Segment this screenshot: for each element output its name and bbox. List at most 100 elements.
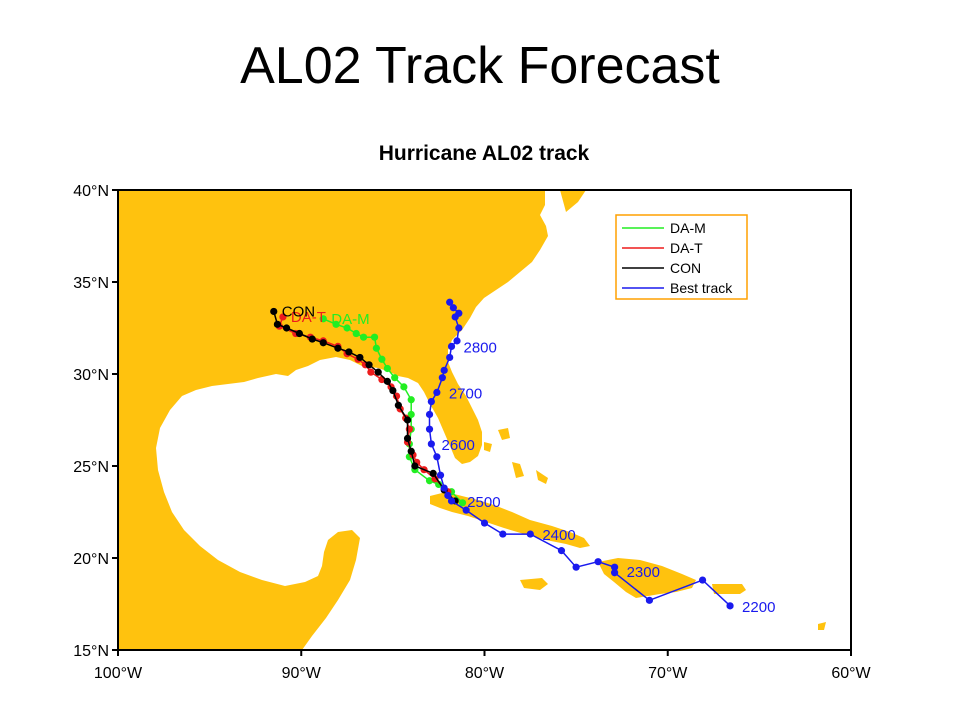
track-point-2-17 (295, 329, 304, 338)
track-point-3-18 (425, 425, 434, 433)
time-label-2300: 2300 (627, 564, 660, 581)
track-point-2-7 (394, 401, 402, 409)
legend: DA-M DA-T CON Best track (615, 214, 748, 300)
track-point-0-15 (370, 333, 379, 341)
landmass-bahamas-1 (498, 428, 510, 440)
landmass-cuba (430, 492, 590, 548)
track-point-2-19 (273, 320, 282, 328)
track-end-label-1: DA-T (291, 309, 326, 326)
landmass-bahamas-2 (512, 462, 524, 478)
track-point-1-12 (367, 368, 375, 376)
track-point-3-25 (447, 342, 456, 350)
landmass-bahamas-3 (536, 470, 548, 484)
track-point-2-20 (270, 307, 278, 316)
track-point-0-19 (332, 320, 340, 328)
track-point-0-13 (378, 355, 386, 363)
track-point-2-15 (319, 339, 327, 347)
track-point-1-1 (431, 475, 439, 483)
legend-label-1: DA-T (670, 240, 703, 256)
track-point-2-10 (374, 368, 382, 376)
track-point-2-8 (389, 386, 397, 395)
axes: 100°W 90°W 80°W 70°W 60°W 15°N 20°N 25°N 30°N 35°… (73, 183, 871, 682)
track-point-0-2 (435, 480, 443, 488)
y-tick-label-4: 35°N (73, 275, 109, 292)
track-point-3-16 (433, 453, 441, 461)
track-point-2-18 (282, 324, 291, 332)
track-point-3-14 (440, 484, 448, 492)
track-point-3-2 (645, 596, 654, 604)
y-tick-label-1: 20°N (73, 551, 109, 568)
track-point-2-3 (411, 462, 419, 470)
track-point-1-21 (279, 313, 287, 321)
track-point-2-12 (356, 353, 364, 362)
landmass-bahamas-4 (484, 442, 492, 452)
track-point-2-9 (383, 377, 391, 385)
track-layer (270, 298, 734, 610)
time-label-2600: 2600 (442, 437, 475, 454)
landmass-north-america (118, 190, 548, 650)
track-point-3-3 (611, 569, 619, 577)
track-point-3-0 (726, 602, 734, 610)
x-tick-label-1: 90°W (282, 665, 322, 682)
landmass-jamaica (520, 578, 548, 590)
x-tick-label-4: 60°W (831, 665, 871, 682)
track-point-2-5 (403, 434, 412, 442)
landmass-nova-scotia (560, 190, 586, 212)
track-point-2-6 (403, 416, 412, 424)
track-point-3-6 (572, 563, 580, 571)
track-point-3-9 (499, 530, 507, 538)
legend-label-0: DA-M (670, 220, 706, 236)
y-tick-label-2: 25°N (73, 459, 109, 476)
x-tick-label-3: 70°W (648, 665, 688, 682)
track-point-3-10 (480, 519, 489, 527)
x-tick-label-2: 80°W (465, 665, 505, 682)
track-point-3-20 (427, 398, 435, 406)
track-point-0-14 (372, 344, 380, 352)
track-point-3-4 (611, 563, 619, 571)
track-point-3-1 (698, 576, 707, 584)
track-point-2-4 (407, 447, 415, 455)
chart-title: Hurricane AL02 track (379, 142, 590, 165)
legend-label-3: Best track (670, 280, 733, 296)
track-point-0-0 (458, 499, 467, 507)
track-point-3-30 (449, 304, 457, 312)
track-point-3-23 (440, 366, 448, 374)
track-point-3-26 (453, 337, 461, 345)
track-point-3-15 (436, 471, 445, 479)
track-point-2-2 (429, 469, 437, 477)
track-end-label-0: DA-M (331, 311, 369, 328)
time-label-2400: 2400 (542, 527, 575, 544)
track-point-3-24 (446, 353, 454, 362)
y-tick-label-0: 15°N (73, 643, 109, 660)
legend-box (615, 214, 748, 300)
time-label-2700: 2700 (449, 385, 482, 402)
y-tick-label-5: 40°N (73, 183, 109, 200)
track-point-0-17 (352, 329, 360, 338)
time-label-2800: 2800 (464, 339, 497, 356)
track-point-3-11 (462, 506, 470, 514)
track-end-label-2: CON (282, 303, 315, 320)
track-point-3-21 (433, 388, 441, 396)
track-point-0-3 (425, 477, 434, 485)
track-point-3-19 (425, 410, 434, 419)
track-point-3-31 (446, 298, 454, 306)
track-point-0-12 (383, 364, 391, 373)
track-point-0-10 (400, 383, 408, 391)
track-point-3-29 (455, 309, 463, 317)
slide-title: AL02 Track Forecast (240, 37, 720, 95)
x-tick-label-0: 100°W (94, 665, 143, 682)
track-point-0-9 (407, 396, 415, 404)
track-point-3-17 (427, 440, 435, 448)
track-point-3-7 (557, 547, 566, 555)
time-label-2200: 2200 (742, 599, 775, 616)
track-point-0-20 (319, 315, 327, 323)
track-point-2-14 (334, 344, 342, 352)
track-point-0-18 (343, 324, 351, 332)
track-point-3-13 (444, 491, 452, 500)
track-point-0-16 (359, 333, 368, 341)
track-point-3-12 (447, 497, 456, 505)
track-point-3-27 (455, 324, 463, 332)
track-point-3-8 (526, 530, 534, 538)
